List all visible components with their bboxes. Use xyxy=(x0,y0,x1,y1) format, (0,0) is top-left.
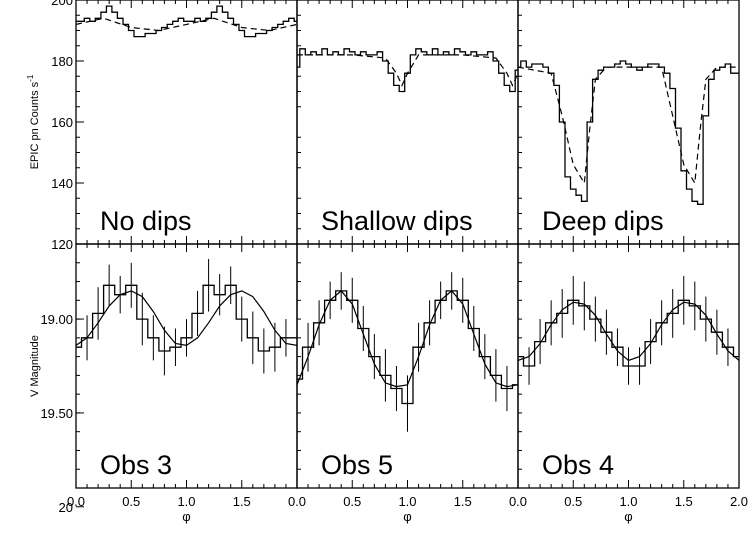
y-tick-label: 200 xyxy=(51,0,73,8)
x-tick-label: 0.5 xyxy=(564,494,582,509)
plot-area xyxy=(76,259,297,376)
y-axis-title: V Magnitude xyxy=(29,335,41,397)
panel-label: Obs 5 xyxy=(321,450,393,480)
y-axis-title-superscript: -1 xyxy=(26,74,35,82)
y-axis-title: EPIC pn Counts s-1 xyxy=(26,74,41,169)
y-tick-label: 20 xyxy=(59,500,73,515)
plot-area xyxy=(297,48,518,93)
plot-area xyxy=(297,272,518,432)
histogram-line xyxy=(76,5,297,38)
panel-top-right: Deep dips xyxy=(517,0,740,245)
panel-bottom-middle: 0.0 0.5 1.0 1.5 φ Obs 5 xyxy=(288,243,519,524)
panel-label: Shallow dips xyxy=(321,206,473,236)
x-tick-label: 1.5 xyxy=(675,494,693,509)
x-tick-label: 2.0 xyxy=(730,494,748,509)
x-tick-label: 1.0 xyxy=(177,494,195,509)
model-curve xyxy=(76,290,297,347)
y-tick-label: 160 xyxy=(51,115,73,130)
model-curve-dashed xyxy=(518,66,739,185)
x-tick-label: 1.0 xyxy=(398,494,416,509)
x-axis-title: φ xyxy=(403,509,411,524)
plot-area xyxy=(518,275,739,385)
histogram-line xyxy=(76,284,297,352)
model-curve-dashed xyxy=(297,54,518,87)
x-tick-label: 0.0 xyxy=(288,494,306,509)
y-tick-label: 140 xyxy=(51,176,73,191)
y-tick-label: 19.50 xyxy=(40,406,73,421)
model-curve xyxy=(518,301,739,362)
plot-area xyxy=(518,60,739,205)
panel-label: Obs 3 xyxy=(100,450,172,480)
panel-label: Deep dips xyxy=(542,206,664,236)
panel-top-middle: Shallow dips xyxy=(296,0,519,245)
y-tick-label: 19.00 xyxy=(40,312,73,327)
model-curve xyxy=(297,290,518,388)
x-tick-label: 1.5 xyxy=(454,494,472,509)
model-curve-dashed xyxy=(76,17,297,32)
x-axis-title: φ xyxy=(624,509,632,524)
y-tick-label: 120 xyxy=(51,237,73,252)
panel-top-left: 120 140 160 180 200 EPIC pn Counts s-1 No dips xyxy=(26,0,298,252)
x-tick-label: 1.0 xyxy=(619,494,637,509)
x-axis-title: φ xyxy=(182,509,190,524)
panel-bottom-right: 0.0 0.5 1.0 1.5 2.0 φ Obs 4 xyxy=(509,243,748,524)
x-tick-label: 1.5 xyxy=(233,494,251,509)
x-tick-label: 0.0 xyxy=(67,494,85,509)
plot-area xyxy=(76,5,297,38)
histogram-line xyxy=(518,60,739,205)
x-tick-label: 0.5 xyxy=(122,494,140,509)
y-tick-label: 180 xyxy=(51,54,73,69)
x-tick-label: 0.0 xyxy=(509,494,527,509)
panel-label: No dips xyxy=(100,206,192,236)
panel-label: Obs 4 xyxy=(542,450,614,480)
panel-bottom-left: 20 19.50 19.00 0.0 0.5 1.0 1.5 φ V Magnitude Obs … xyxy=(29,243,298,524)
x-tick-label: 0.5 xyxy=(343,494,361,509)
